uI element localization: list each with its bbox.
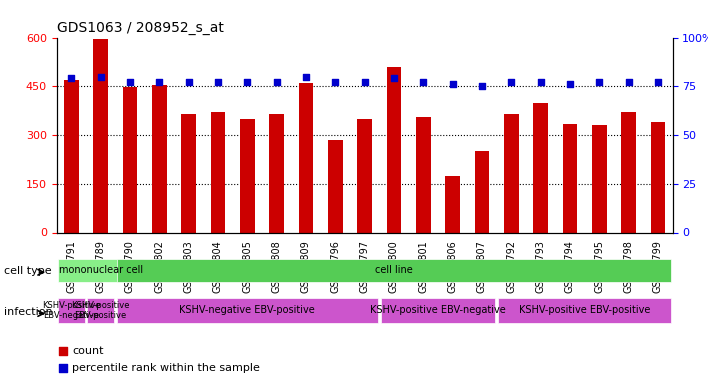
Bar (122, 87, 137, 232)
Point (95, 74, 106, 80)
Point (271, 80, 282, 86)
Bar (93, 39, 108, 232)
Point (415, 294, 426, 300)
Text: cell type: cell type (4, 266, 51, 276)
Point (388, 75, 399, 81)
Text: infection: infection (4, 307, 52, 317)
Point (241, 80, 253, 86)
Bar (416, 117, 430, 232)
Bar (152, 85, 166, 232)
Text: percentile rank within the sample: percentile rank within the sample (72, 363, 260, 373)
Text: KSHV-positive
EBV-negative: KSHV-positive EBV-negative (42, 301, 101, 320)
Point (125, 80, 136, 86)
Bar (328, 140, 343, 232)
Point (66, 75, 77, 81)
Point (623, 80, 634, 86)
Point (476, 83, 488, 89)
FancyBboxPatch shape (58, 298, 84, 323)
Bar (240, 119, 255, 232)
Bar (211, 112, 225, 232)
Point (652, 80, 663, 86)
FancyBboxPatch shape (498, 298, 671, 323)
Point (183, 80, 194, 86)
Bar (387, 67, 401, 232)
Point (564, 81, 576, 87)
Point (447, 81, 458, 87)
Bar (358, 119, 372, 232)
Point (212, 80, 224, 86)
Bar (445, 176, 460, 232)
Bar (474, 151, 489, 232)
Text: KSHV-positive
EBV-positive: KSHV-positive EBV-positive (72, 301, 130, 320)
Text: KSHV-negative EBV-positive: KSHV-negative EBV-positive (179, 305, 315, 315)
Point (300, 74, 312, 80)
Bar (592, 125, 607, 232)
Text: cell line: cell line (375, 266, 413, 275)
Text: count: count (72, 346, 103, 356)
Bar (563, 124, 577, 232)
Bar (533, 102, 548, 232)
FancyBboxPatch shape (117, 298, 378, 323)
Bar (181, 114, 196, 232)
Bar (622, 112, 636, 232)
Bar (269, 114, 284, 232)
Text: GDS1063 / 208952_s_at: GDS1063 / 208952_s_at (57, 21, 224, 35)
Point (415, 140, 426, 146)
Point (359, 80, 370, 86)
Point (330, 80, 341, 86)
Point (418, 80, 429, 86)
Bar (651, 122, 666, 232)
Bar (64, 80, 79, 232)
FancyBboxPatch shape (117, 259, 671, 282)
Text: mononuclear cell: mononuclear cell (59, 266, 143, 275)
Point (506, 80, 517, 86)
FancyBboxPatch shape (88, 298, 114, 323)
Point (535, 80, 547, 86)
Bar (504, 114, 518, 232)
Text: KSHV-positive EBV-negative: KSHV-positive EBV-negative (370, 305, 506, 315)
Point (154, 80, 165, 86)
Point (593, 80, 605, 86)
Bar (299, 83, 313, 232)
FancyBboxPatch shape (58, 259, 143, 282)
FancyBboxPatch shape (381, 298, 495, 323)
Text: KSHV-positive EBV-positive: KSHV-positive EBV-positive (519, 305, 650, 315)
